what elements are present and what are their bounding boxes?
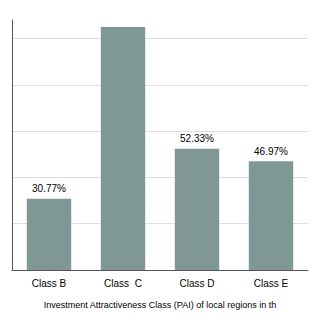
svg-text:Investment Attractiveness Clas: Investment Attractiveness Class (PAI) of…: [44, 300, 276, 310]
svg-text:30.77%: 30.77%: [32, 183, 66, 194]
svg-text:Class B: Class B: [32, 278, 67, 289]
svg-text:Class D: Class D: [179, 278, 214, 289]
svg-text:46.97%: 46.97%: [254, 146, 288, 157]
svg-text:Class E: Class E: [254, 278, 289, 289]
svg-text:52.33%: 52.33%: [180, 133, 214, 144]
svg-text:Class C: Class C: [104, 278, 142, 289]
